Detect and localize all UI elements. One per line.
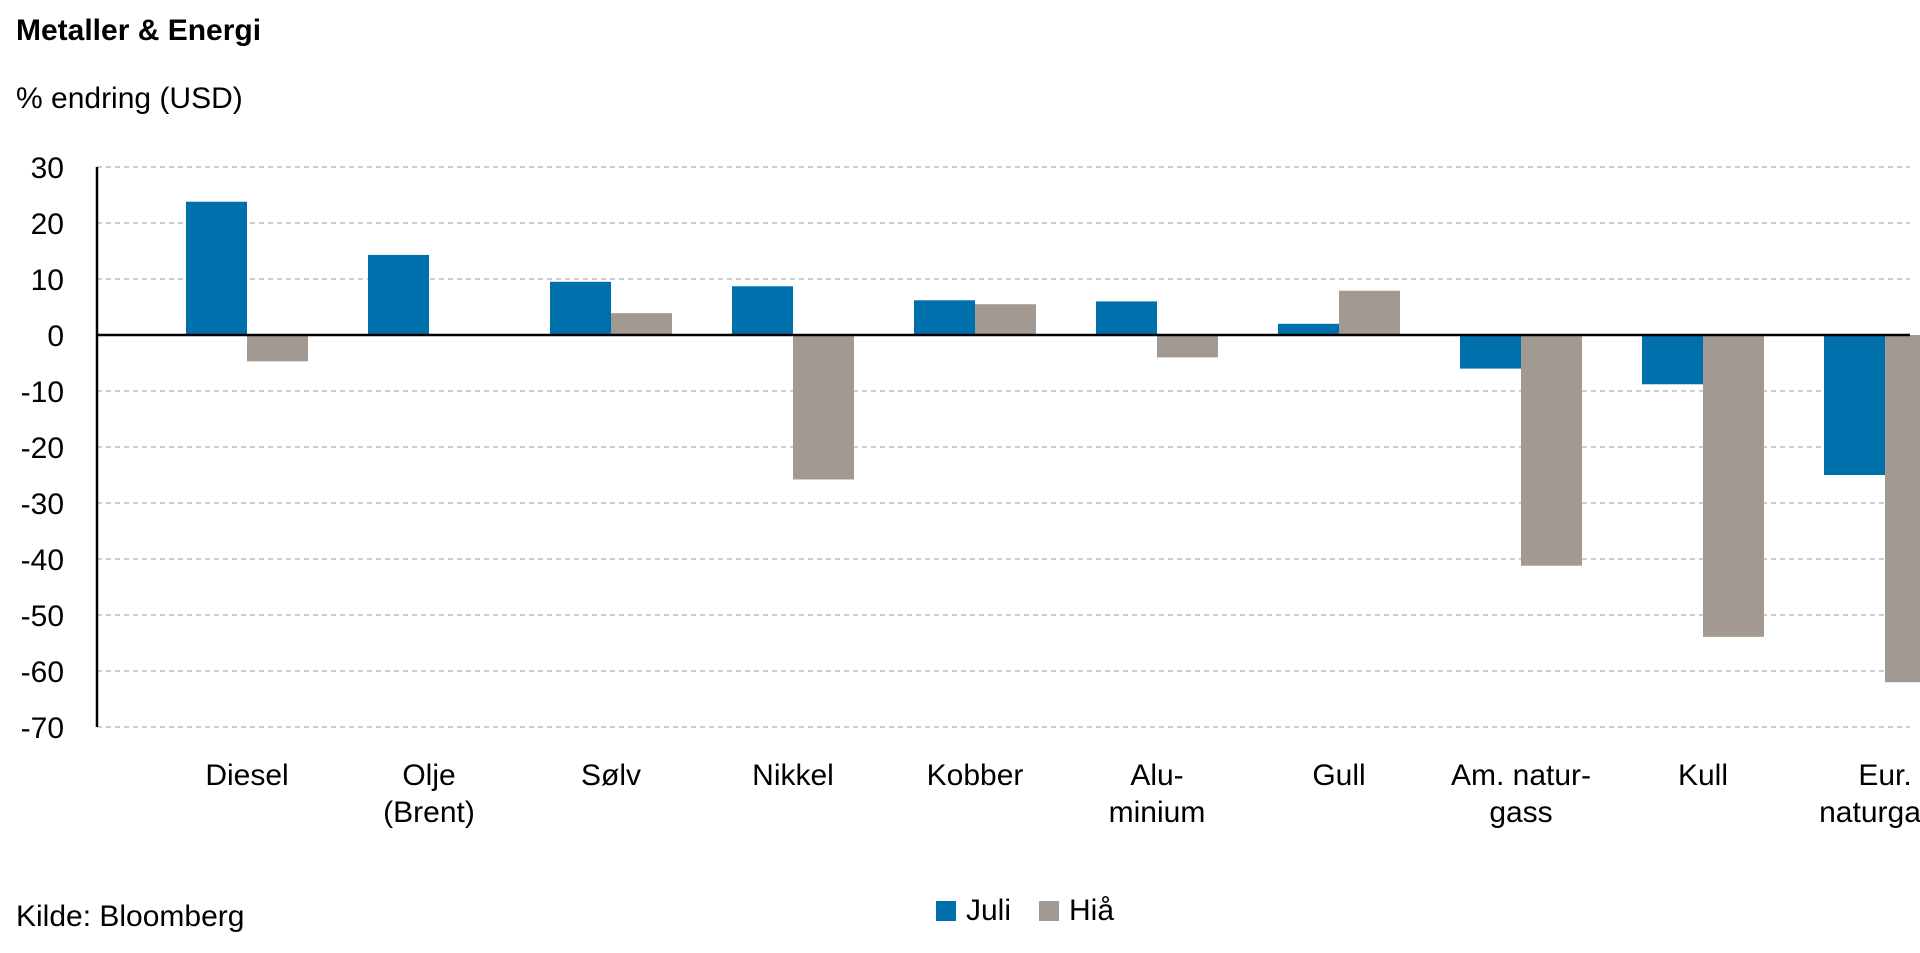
bars — [186, 201, 1920, 683]
y-tick-label-30: 30 — [31, 152, 64, 185]
x-category-label-line: Gull — [1312, 759, 1365, 792]
x-category-label-5: Alu-minium — [1109, 759, 1206, 829]
y-tick-label--20: -20 — [21, 432, 64, 465]
legend-label-juli: Juli — [966, 894, 1012, 927]
bar-hiå-0 — [247, 335, 308, 362]
x-category-label-line: Kull — [1678, 759, 1728, 792]
x-category-label-line: naturgass — [1819, 796, 1920, 829]
bar-hiå-4 — [975, 304, 1036, 335]
x-category-label-line: Alu- — [1130, 759, 1183, 792]
bar-hiå-5 — [1157, 335, 1218, 358]
bar-juli-5 — [1096, 301, 1157, 335]
bar-hiå-6 — [1339, 290, 1400, 335]
y-tick-label--10: -10 — [21, 376, 64, 409]
x-category-label-1: Olje (Brent) — [383, 759, 475, 829]
x-category-label-4: Kobber — [927, 759, 1024, 792]
x-category-label-3: Nikkel — [752, 759, 834, 792]
x-category-label-0: Diesel — [205, 759, 288, 792]
y-tick-labels: 30 20 10 0 -10 -20 -30 -40 -50 -60 -70 — [21, 152, 64, 745]
chart-subtitle: % endring (USD) — [16, 82, 243, 115]
legend-item-hia: Hiå — [1039, 894, 1114, 928]
bar-juli-2 — [550, 281, 611, 335]
bar-juli-0 — [186, 201, 247, 335]
legend-swatch-hia — [1039, 901, 1060, 921]
bar-juli-3 — [732, 286, 793, 335]
gridlines — [97, 166, 1910, 728]
bar-hiå-7 — [1521, 335, 1582, 566]
x-category-label-line: Eur. — [1858, 759, 1911, 792]
source-note: Kilde: Bloomberg — [16, 900, 245, 933]
x-category-label-6: Gull — [1312, 759, 1365, 792]
bar-juli-4 — [914, 300, 975, 335]
bar-juli-6 — [1278, 323, 1339, 335]
legend-label-hia: Hiå — [1069, 894, 1115, 927]
x-category-label-8: Kull — [1678, 759, 1728, 792]
x-category-label-line: (Brent) — [383, 796, 475, 829]
y-tick-label--50: -50 — [21, 600, 64, 633]
x-category-labels: Diesel Olje (Brent) Sølv Nikkel Kobber Alu-min… — [205, 759, 1920, 829]
x-category-label-9: Eur. naturgass — [1819, 759, 1920, 829]
bar-hiå-2 — [611, 313, 672, 335]
y-tick-label--40: -40 — [21, 544, 64, 577]
x-category-label-line: minium — [1109, 796, 1206, 829]
bar-juli-7 — [1460, 335, 1521, 369]
bar-juli-8 — [1642, 335, 1703, 385]
bar-juli-9 — [1824, 335, 1885, 475]
legend: Juli Hiå — [936, 894, 1142, 928]
x-category-label-line: Diesel — [205, 759, 288, 792]
bar-hiå-9 — [1885, 335, 1920, 683]
x-category-label-7: Am. natur-gass — [1451, 759, 1591, 829]
chart-title: Metaller & Energi — [16, 14, 262, 47]
x-category-label-line: Kobber — [927, 759, 1024, 792]
legend-swatch-juli — [936, 901, 956, 921]
axes — [95, 167, 1910, 727]
x-category-label-line: Am. natur- — [1451, 759, 1591, 792]
y-tick-label-20: 20 — [31, 208, 64, 241]
x-category-label-line: gass — [1489, 796, 1552, 829]
y-tick-label--70: -70 — [21, 712, 64, 745]
bar-hiå-8 — [1703, 335, 1764, 637]
x-category-label-line: Nikkel — [752, 759, 834, 792]
y-tick-label--60: -60 — [21, 656, 64, 689]
x-category-label-line: Sølv — [581, 759, 641, 792]
bar-hiå-3 — [793, 335, 854, 480]
x-category-label-2: Sølv — [581, 759, 641, 792]
y-tick-label-0: 0 — [47, 320, 64, 353]
y-tick-label--30: -30 — [21, 488, 64, 521]
legend-item-juli: Juli — [936, 894, 1011, 928]
bar-juli-1 — [368, 254, 429, 335]
y-tick-label-10: 10 — [31, 264, 64, 297]
x-category-label-line: Olje — [402, 759, 455, 792]
